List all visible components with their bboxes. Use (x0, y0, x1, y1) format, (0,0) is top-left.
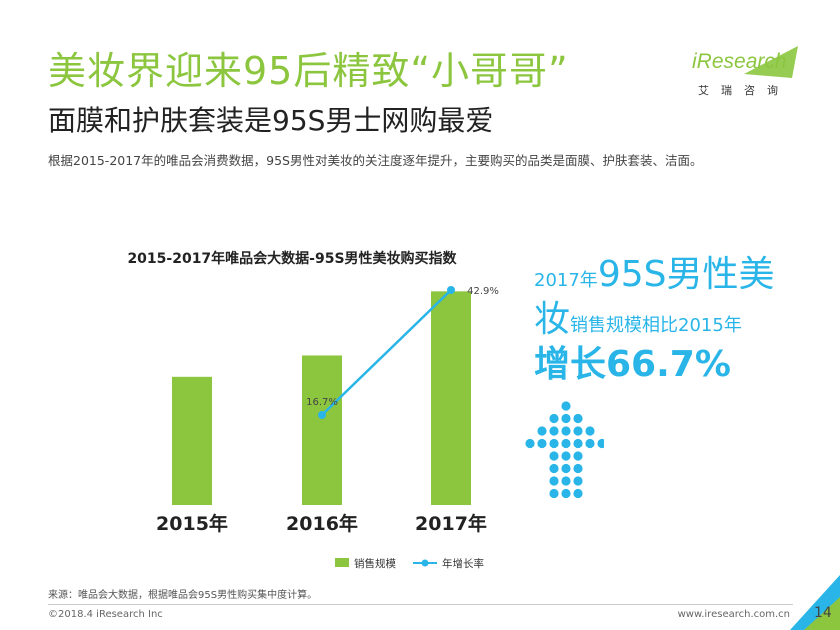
arrow-dot (561, 413, 571, 424)
growth-point-2 (447, 286, 455, 294)
bar-1 (302, 355, 342, 505)
highlight-growth: 增长66.7% (534, 344, 731, 385)
arrow-dot (573, 463, 583, 474)
arrow-dot (561, 451, 571, 461)
arrow-dot (549, 451, 559, 461)
website-link[interactable]: www.iresearch.com.cn (677, 609, 790, 620)
arrow-dot (549, 476, 559, 486)
arrow-dot (561, 463, 571, 474)
corner-decoration-icon (790, 575, 840, 630)
arrow-dot (573, 413, 583, 424)
highlight-segment-end: 妆 (534, 299, 571, 340)
data-source: 来源：唯品会大数据，根据唯品会95S男性购买集中度计算。 (48, 590, 318, 601)
logo-swoosh-icon (744, 46, 798, 78)
page-number: 14 (814, 605, 832, 621)
iresearch-logo: iResearch 艾瑞咨询 (688, 42, 800, 102)
arrow-dot (561, 488, 571, 499)
x-tick-label-1: 2016年 (286, 512, 358, 535)
arrow-dot (597, 438, 604, 449)
highlight-text: 2017年95S男性美 妆销售规模相比2015年 增长66.7% (534, 252, 804, 387)
arrow-dot (585, 438, 595, 449)
purchase-index-chart: 2015-2017年唯品会大数据-95S男性美妆购买指数 16.7%42.9% … (127, 250, 499, 570)
arrow-dot (561, 426, 571, 436)
legend-bar-swatch (335, 558, 349, 567)
page-title: 美妆界迎来95后精致“小哥哥” (48, 49, 569, 93)
bar-2 (431, 291, 471, 505)
chart-title: 2015-2017年唯品会大数据-95S男性美妆购买指数 (127, 250, 457, 267)
arrow-dot (549, 488, 559, 499)
bar-0 (172, 376, 212, 505)
legend-line-marker (421, 559, 429, 567)
arrow-dot (549, 413, 559, 424)
copyright: ©2018.4 iResearch Inc (48, 609, 163, 620)
arrow-dot (561, 401, 571, 411)
arrow-dot (585, 426, 595, 436)
legend-bar-label: 销售规模 (354, 557, 396, 570)
page-description: 根据2015-2017年的唯品会消费数据，95S男性对美妆的关注度逐年提升，主要… (48, 153, 703, 168)
x-tick-label-2: 2017年 (415, 512, 487, 535)
arrow-dot (525, 438, 535, 449)
arrow-dot (573, 451, 583, 461)
growth-label-1: 16.7% (306, 397, 338, 408)
legend-line-label: 年增长率 (442, 557, 484, 570)
highlight-compare: 销售规模相比2015年 (570, 315, 742, 336)
page-subtitle: 面膜和护肤套装是95S男士网购最爱 (48, 104, 494, 137)
highlight-year: 2017年 (534, 270, 598, 291)
arrow-dot (573, 476, 583, 486)
arrow-dot (561, 476, 571, 486)
arrow-dot (549, 438, 559, 449)
arrow-dot (573, 488, 583, 499)
arrow-dot (573, 426, 583, 436)
x-tick-label-0: 2015年 (156, 512, 228, 535)
growth-point-1 (318, 411, 326, 419)
arrow-dot (537, 438, 547, 449)
logo-brand-text: iResearch (692, 50, 787, 73)
arrow-dot (561, 438, 571, 449)
arrow-dot (549, 463, 559, 474)
highlight-segment: 95S男性美 (597, 254, 775, 295)
growth-label-2: 42.9% (467, 286, 499, 297)
arrow-dot (549, 426, 559, 436)
logo-cn-text: 艾瑞咨询 (698, 84, 790, 97)
arrow-dot (537, 426, 547, 436)
dotted-up-arrow-icon (525, 401, 604, 499)
growth-line-path (321, 289, 452, 416)
footer-divider (48, 604, 793, 605)
arrow-dot (573, 438, 583, 449)
